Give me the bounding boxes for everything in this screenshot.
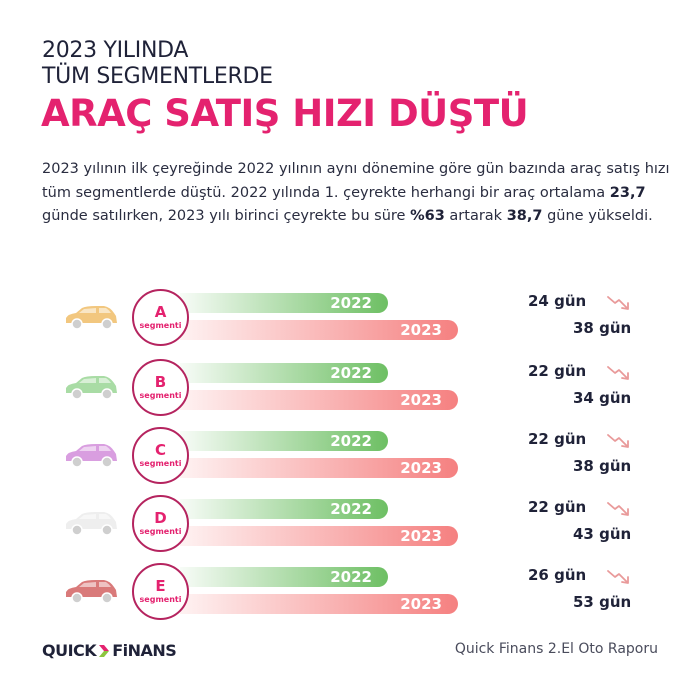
segment-row-d: D segmenti 2022 2023 22 gün 43 gün bbox=[0, 492, 700, 554]
sedan-car-icon bbox=[66, 376, 117, 400]
value-2022: 24 gün bbox=[528, 292, 587, 310]
value-2023: 53 gün bbox=[573, 593, 632, 611]
intro-text: artarak bbox=[444, 208, 507, 224]
intro-bold-percent: %63 bbox=[410, 208, 445, 224]
segment-row-b: B segmenti 2022 2023 22 gün 34 gün bbox=[0, 356, 700, 418]
title-line-2: TÜM SEGMENTLERDE bbox=[42, 64, 273, 89]
hatchback-car-icon bbox=[66, 306, 117, 330]
intro-text: günde satılırken, 2023 yılı birinci çeyr… bbox=[42, 208, 411, 224]
quickfinans-logo: QUICK FiNANS bbox=[42, 641, 177, 660]
value-2023: 34 gün bbox=[573, 389, 632, 407]
value-2023: 43 gün bbox=[573, 525, 632, 543]
trend-down-icon bbox=[607, 570, 629, 584]
segment-row-e: E segmenti 2022 2023 26 gün 53 gün bbox=[0, 560, 700, 622]
value-2022: 22 gün bbox=[528, 430, 587, 448]
logo-text-left: QUICK bbox=[42, 641, 97, 660]
segment-letter: C bbox=[154, 441, 166, 459]
segment-badge: C segmenti bbox=[132, 427, 189, 484]
headline: ARAÇ SATIŞ HIZI DÜŞTÜ bbox=[41, 92, 529, 135]
segment-letter: E bbox=[155, 577, 166, 595]
value-2023: 38 gün bbox=[573, 319, 632, 337]
hatchback-car-icon bbox=[66, 444, 117, 468]
bar-2023: 2023 bbox=[180, 320, 458, 340]
value-2022: 22 gün bbox=[528, 498, 587, 516]
segment-word: segmenti bbox=[139, 527, 182, 536]
segment-word: segmenti bbox=[139, 595, 182, 604]
value-2023: 38 gün bbox=[573, 457, 632, 475]
segment-badge: E segmenti bbox=[132, 563, 189, 620]
segment-word: segmenti bbox=[139, 459, 182, 468]
bar-2022: 2022 bbox=[180, 567, 388, 587]
sedan-car-icon bbox=[66, 512, 117, 536]
segment-word: segmenti bbox=[139, 321, 182, 330]
intro-bold-2023-avg: 38,7 bbox=[506, 208, 543, 224]
segment-letter: A bbox=[154, 303, 167, 321]
intro-bold-2022-avg: 23,7 bbox=[609, 184, 646, 201]
bar-2023: 2023 bbox=[180, 458, 458, 478]
bar-2022: 2022 bbox=[180, 293, 388, 313]
bar-2022: 2022 bbox=[180, 499, 388, 519]
segment-row-a: A segmenti 2022 2023 24 gün 38 gün bbox=[0, 286, 700, 348]
bar-2023: 2023 bbox=[180, 526, 458, 546]
bar-2023: 2023 bbox=[180, 594, 458, 614]
trend-down-icon bbox=[607, 366, 629, 380]
logo-chevron-icon bbox=[99, 644, 110, 657]
segment-letter: D bbox=[154, 509, 167, 527]
segment-row-c: C segmenti 2022 2023 22 gün 38 gün bbox=[0, 424, 700, 486]
bar-2023: 2023 bbox=[180, 390, 458, 410]
title-line-1: 2023 YILINDA bbox=[42, 38, 189, 63]
bar-2022: 2022 bbox=[180, 363, 388, 383]
segment-badge: D segmenti bbox=[132, 495, 189, 552]
trend-down-icon bbox=[607, 296, 629, 310]
value-2022: 26 gün bbox=[528, 566, 587, 584]
segment-letter: B bbox=[154, 373, 167, 391]
intro-text: 2023 yılının ilk çeyreğinde 2022 yılının… bbox=[42, 161, 670, 201]
segment-word: segmenti bbox=[139, 391, 182, 400]
trend-down-icon bbox=[607, 502, 629, 516]
intro-paragraph: 2023 yılının ilk çeyreğinde 2022 yılının… bbox=[42, 158, 682, 229]
source-label: Quick Finans 2.El Oto Raporu bbox=[454, 641, 658, 657]
segment-badge: A segmenti bbox=[132, 289, 189, 346]
intro-text: güne yükseldi. bbox=[542, 208, 653, 224]
segment-badge: B segmenti bbox=[132, 359, 189, 416]
value-2022: 22 gün bbox=[528, 362, 587, 380]
sedan-car-icon bbox=[66, 580, 117, 604]
bar-2022: 2022 bbox=[180, 431, 388, 451]
trend-down-icon bbox=[607, 434, 629, 448]
logo-text-right: FiNANS bbox=[112, 641, 177, 660]
